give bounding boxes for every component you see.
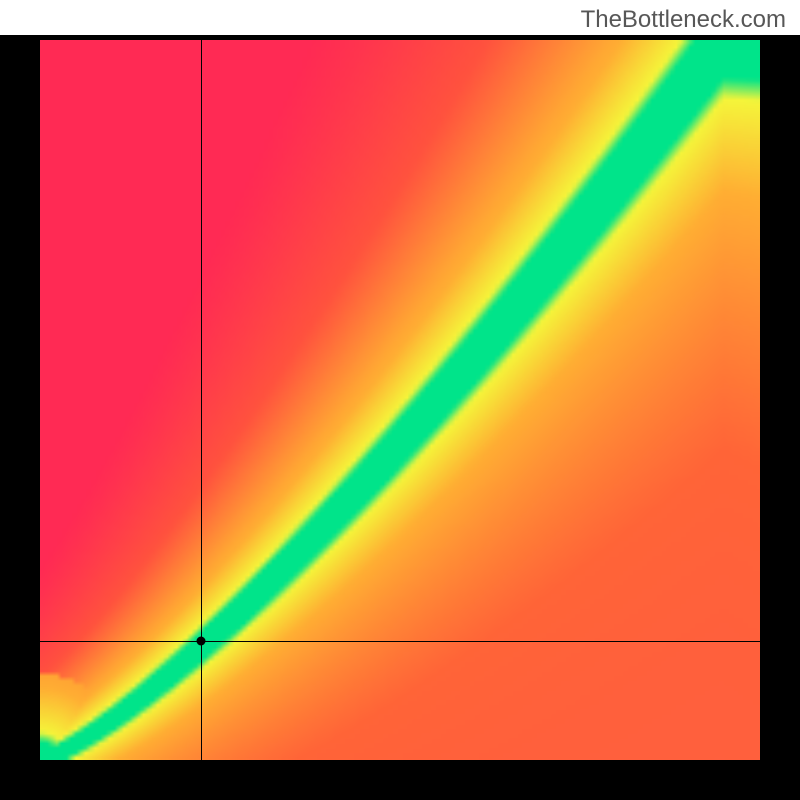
frame-border-left xyxy=(0,35,40,800)
crosshair-dot xyxy=(197,637,206,646)
frame-border-bottom xyxy=(0,760,800,800)
heatmap-plot xyxy=(40,40,760,760)
crosshair-horizontal xyxy=(40,641,760,642)
heatmap-canvas xyxy=(40,40,760,760)
crosshair-vertical xyxy=(201,40,202,760)
watermark-text: TheBottleneck.com xyxy=(581,6,786,34)
frame-border-right xyxy=(760,35,800,800)
